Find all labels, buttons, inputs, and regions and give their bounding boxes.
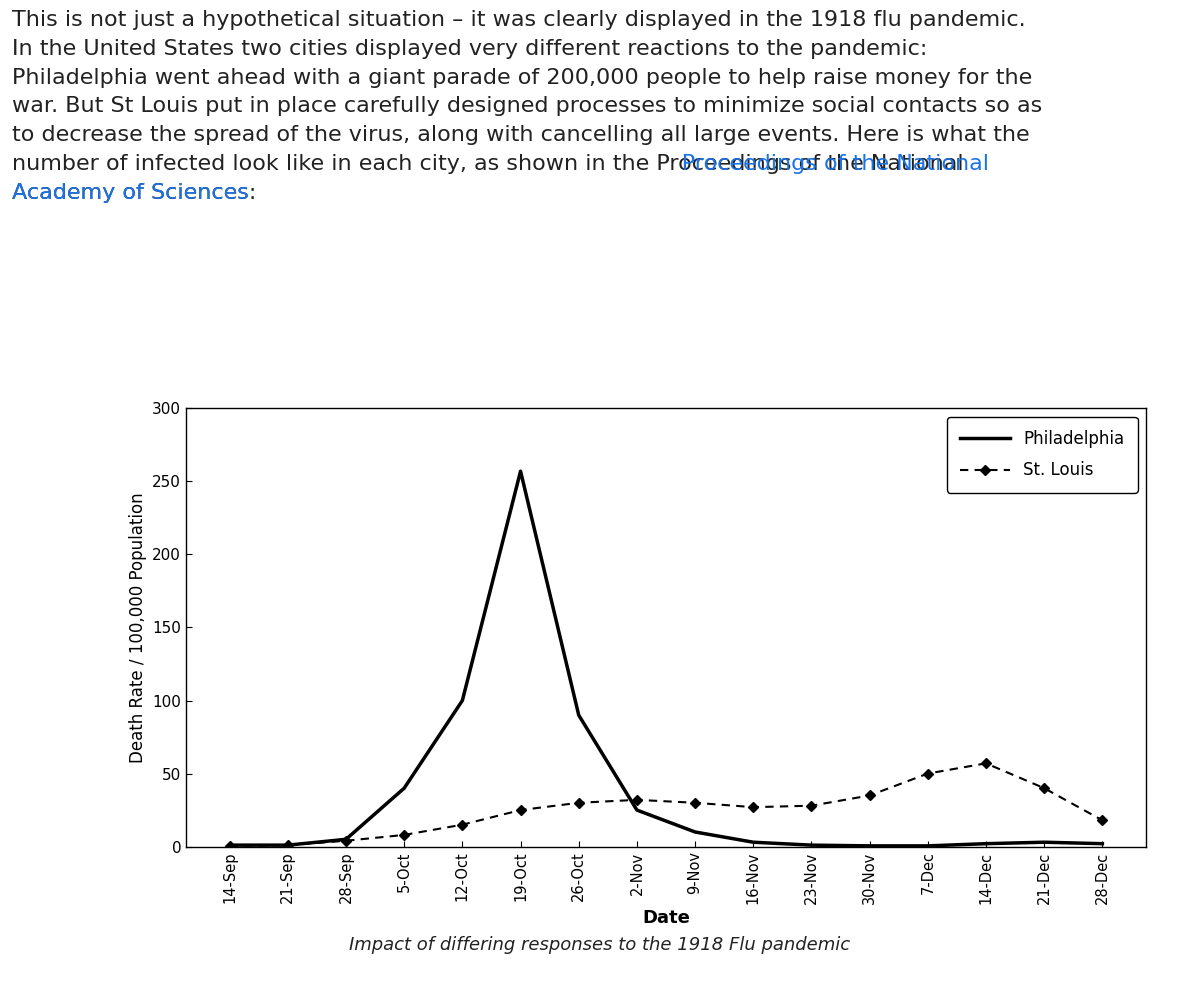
St. Louis (688, 797, 702, 809)
St. Louis (1037, 782, 1051, 794)
Philadelphia (804, 840, 818, 852)
Philadelphia (514, 465, 528, 477)
Philadelphia (571, 709, 586, 721)
St. Louis (1096, 815, 1110, 827)
St. Louis (455, 819, 469, 831)
St. Louis (222, 840, 236, 852)
Philadelphia (1096, 838, 1110, 850)
Philadelphia (920, 840, 935, 852)
Philadelphia (338, 834, 353, 846)
Line: St. Louis: St. Louis (226, 760, 1106, 850)
Philadelphia (1037, 837, 1051, 849)
Philadelphia (397, 782, 412, 794)
Text: Academy of Sciences: Academy of Sciences (12, 10, 248, 203)
St. Louis (397, 829, 412, 841)
Line: Philadelphia: Philadelphia (229, 471, 1103, 846)
Legend: Philadelphia, St. Louis: Philadelphia, St. Louis (947, 416, 1138, 493)
St. Louis (920, 768, 935, 780)
X-axis label: Date: Date (642, 909, 690, 927)
Philadelphia (979, 838, 994, 850)
Philadelphia (455, 694, 469, 706)
Philadelphia (630, 804, 644, 816)
Text: Proceedings of the National: Proceedings of the National (12, 10, 989, 174)
Philadelphia (222, 840, 236, 852)
St. Louis (281, 840, 295, 852)
St. Louis (514, 804, 528, 816)
St. Louis (804, 800, 818, 812)
Philadelphia (281, 840, 295, 852)
Philadelphia (746, 837, 761, 849)
St. Louis (746, 801, 761, 813)
Text: Impact of differing responses to the 1918 Flu pandemic: Impact of differing responses to the 191… (349, 936, 851, 954)
Y-axis label: Death Rate / 100,000 Population: Death Rate / 100,000 Population (128, 492, 146, 763)
Philadelphia (863, 840, 877, 852)
Text: This is not just a hypothetical situation – it was clearly displayed in the 1918: This is not just a hypothetical situatio… (12, 10, 1043, 203)
St. Louis (979, 757, 994, 769)
St. Louis (863, 790, 877, 802)
Philadelphia (688, 826, 702, 838)
St. Louis (571, 797, 586, 809)
St. Louis (630, 794, 644, 806)
St. Louis (338, 835, 353, 847)
